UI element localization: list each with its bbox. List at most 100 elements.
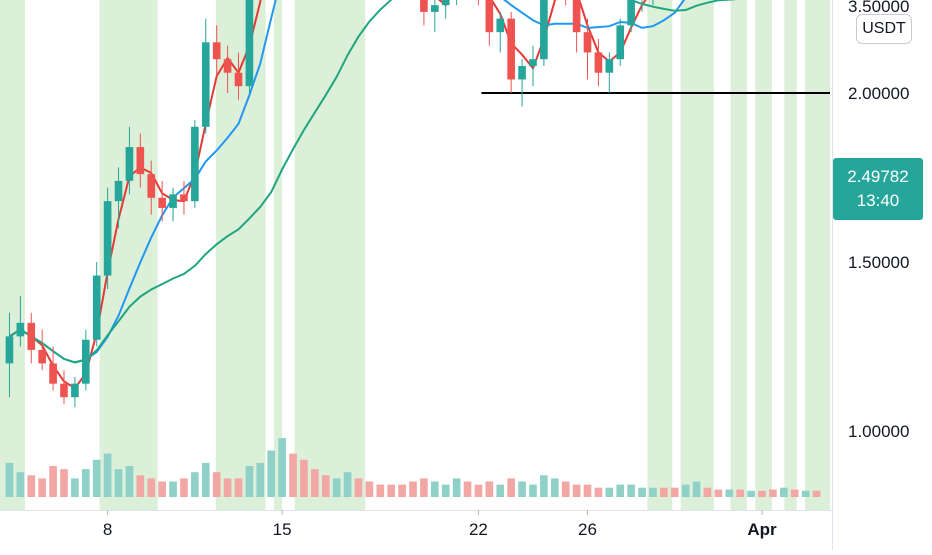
candle-body xyxy=(594,52,603,73)
candle-body xyxy=(147,174,156,198)
highlight-band xyxy=(647,0,673,510)
volume-bar xyxy=(234,478,243,497)
candles xyxy=(5,0,654,408)
volume-bar xyxy=(223,478,232,497)
candle-body xyxy=(27,322,36,350)
volume-bar xyxy=(180,478,188,497)
volume-bar xyxy=(420,478,428,497)
candle-body xyxy=(71,383,79,398)
highlight-band xyxy=(0,0,25,510)
volume-bar xyxy=(714,489,723,497)
volume-bar xyxy=(812,490,821,497)
volume-bar xyxy=(278,438,286,497)
volume-bar xyxy=(649,487,657,497)
candle-body xyxy=(125,147,134,181)
candle-body xyxy=(529,59,537,66)
volume-bar xyxy=(311,469,319,497)
candle-body xyxy=(103,201,112,276)
volume-bar xyxy=(289,453,297,497)
volume-bar xyxy=(561,481,570,497)
x-tick-label: 26 xyxy=(578,520,597,539)
volume-bar xyxy=(496,484,505,497)
candle-body xyxy=(420,0,428,12)
highlight-band xyxy=(680,0,714,510)
candle-body xyxy=(583,32,592,53)
candle-body xyxy=(507,18,515,80)
volume-bar xyxy=(376,484,385,497)
candle-body xyxy=(114,180,123,202)
candle-body xyxy=(605,59,614,73)
y-tick-label: 3.50000 xyxy=(848,0,909,16)
volume-bar xyxy=(627,484,635,497)
volume-bar xyxy=(245,466,254,497)
volume-bar xyxy=(518,481,526,497)
volume-bar xyxy=(81,469,90,497)
candle-body xyxy=(234,72,243,87)
volume-bar xyxy=(300,459,308,497)
volume-bar xyxy=(332,478,341,497)
axes: 3.500003.000002.500002.000001.500001.000… xyxy=(0,0,909,550)
x-tick-label: 22 xyxy=(469,520,488,539)
candle-body xyxy=(518,65,526,80)
candle-body xyxy=(158,197,166,208)
candle-body xyxy=(60,383,68,398)
candle-body xyxy=(627,0,635,26)
volume-bar xyxy=(670,487,679,497)
volume-bar xyxy=(758,490,766,497)
volume-bar xyxy=(92,459,101,497)
volume-bar xyxy=(158,481,166,497)
volume-bar xyxy=(387,484,396,497)
volume-bar xyxy=(267,450,276,497)
volume-bar xyxy=(463,481,472,497)
volume-bar xyxy=(485,481,494,497)
candle-body xyxy=(441,0,450,6)
volume-bar xyxy=(212,472,221,497)
highlight-band xyxy=(784,0,797,510)
volume-bar xyxy=(60,469,68,497)
volume-bar xyxy=(452,478,461,497)
volume-bar xyxy=(430,481,439,497)
volume-bar xyxy=(747,490,755,497)
candle-body xyxy=(180,194,188,202)
volume-bar xyxy=(343,472,352,497)
candle-body xyxy=(92,275,101,340)
candle-body xyxy=(81,339,90,384)
volume-bar xyxy=(409,481,417,497)
candle-body xyxy=(212,42,221,60)
highlight-band xyxy=(273,0,283,510)
horizontal-levels xyxy=(481,92,830,94)
volume-bar xyxy=(703,487,712,497)
candle-body xyxy=(496,18,505,33)
volume-bar xyxy=(147,478,156,497)
volume-bar xyxy=(5,462,14,497)
highlight-band xyxy=(294,0,366,510)
volume-bars xyxy=(5,438,821,497)
y-tick-label: 2.00000 xyxy=(848,84,909,103)
volume-bar xyxy=(725,489,734,497)
volume-bar xyxy=(605,487,614,497)
candle-body xyxy=(5,336,14,364)
volume-bar xyxy=(660,487,668,497)
candle-body xyxy=(616,25,625,60)
volume-bar xyxy=(191,472,199,497)
volume-bar xyxy=(256,462,265,497)
volume-bar xyxy=(49,466,57,497)
candle-body xyxy=(485,0,494,33)
currency-badge[interactable]: USDT xyxy=(856,14,912,44)
candle-body xyxy=(169,194,177,208)
volume-bar xyxy=(114,469,123,497)
volume-bar xyxy=(550,478,559,497)
candle-body xyxy=(49,363,57,384)
volume-bar xyxy=(769,489,777,497)
volume-bar xyxy=(71,478,79,497)
volume-bar xyxy=(398,484,406,497)
volume-bar xyxy=(736,489,745,497)
highlight-band xyxy=(730,0,747,510)
volume-bar xyxy=(790,489,799,497)
y-tick-label: 1.50000 xyxy=(848,253,909,272)
x-tick-label: 8 xyxy=(103,520,112,539)
highlight-bands xyxy=(0,0,830,510)
volume-bar xyxy=(136,475,145,497)
